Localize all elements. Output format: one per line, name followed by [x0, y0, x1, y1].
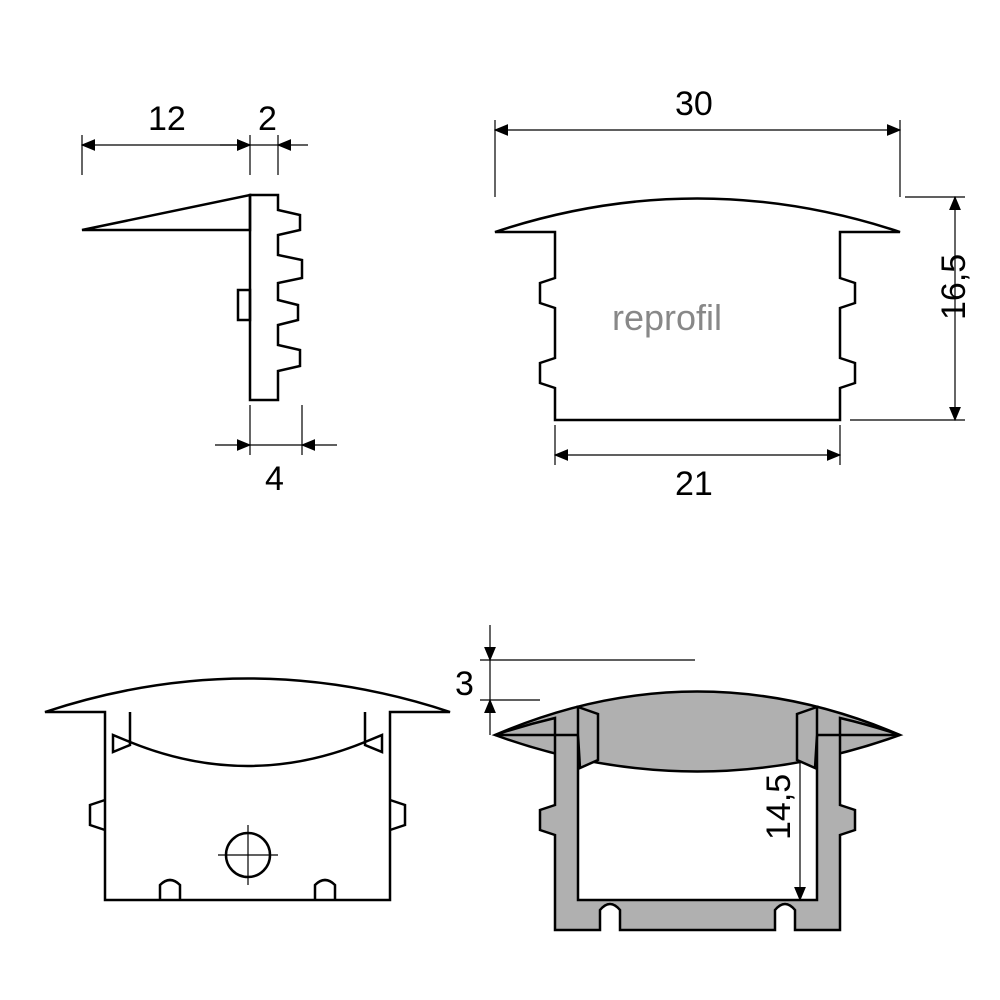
- dim-12: 12: [148, 100, 186, 138]
- view-top-left-side: 12 2 4: [82, 100, 337, 498]
- dim-16-5: 16,5: [935, 254, 973, 320]
- dim-3: 3: [455, 665, 474, 703]
- dim-14-5: 14,5: [760, 774, 798, 840]
- brand-text: reprofil: [612, 297, 722, 338]
- dim-21: 21: [675, 465, 713, 503]
- dim-4: 4: [265, 460, 284, 498]
- view-top-right-front: 30 16,5 21 reprofil: [495, 85, 973, 503]
- dim-2: 2: [258, 100, 277, 138]
- view-bottom-right-section: 3 14,5: [455, 625, 900, 930]
- technical-drawing: 12 2 4 30 16,5 21: [0, 0, 1000, 1000]
- view-bottom-left-endcap: [45, 679, 450, 901]
- dim-30: 30: [675, 85, 713, 123]
